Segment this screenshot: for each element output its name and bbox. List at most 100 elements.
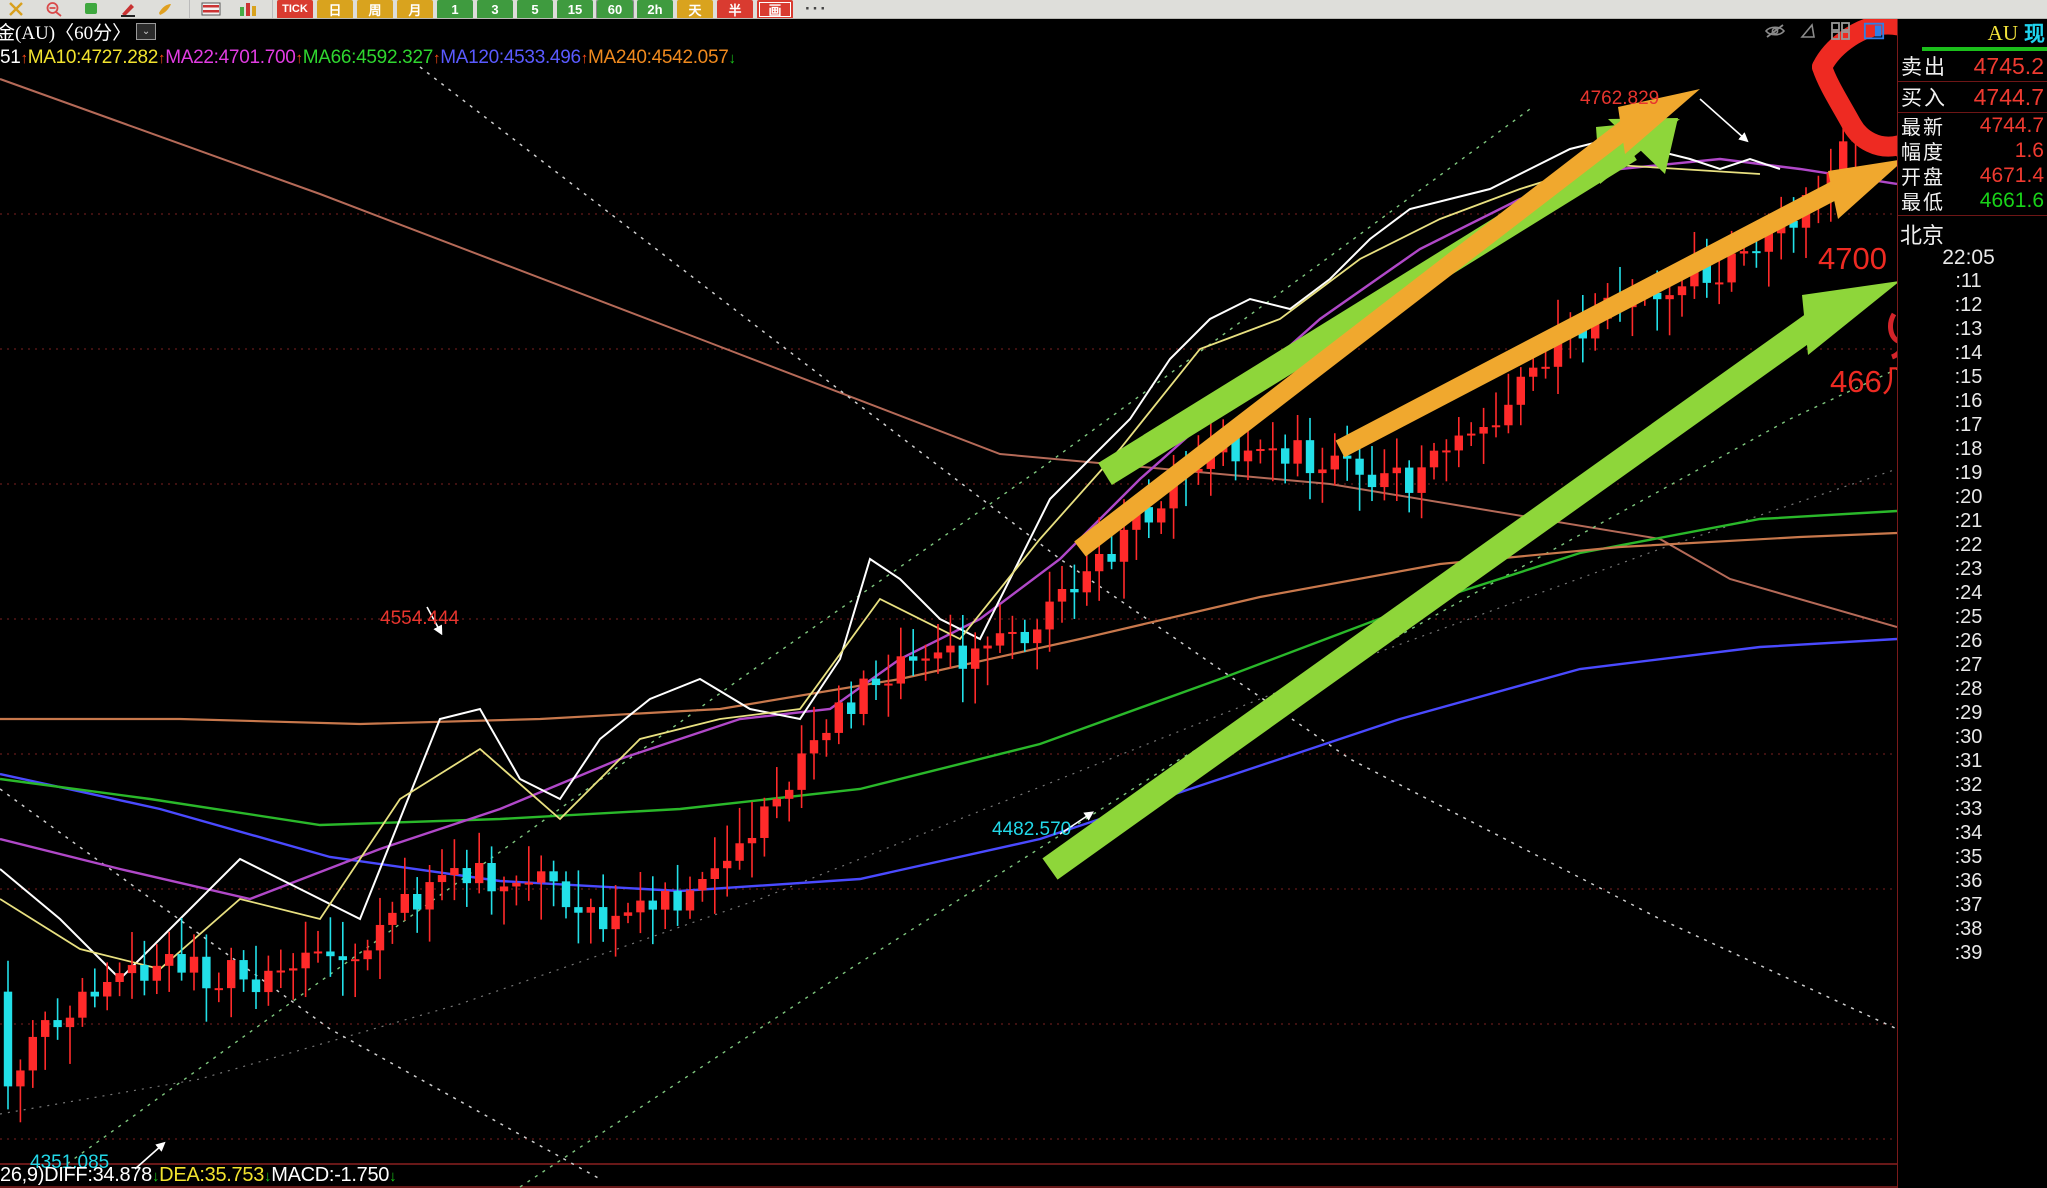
candle-body [301, 952, 310, 969]
ask-label: 卖出 [1901, 55, 1947, 79]
period-week-button[interactable]: 周 [357, 0, 393, 18]
time-tick: :20 [1954, 486, 1983, 508]
candle-body [648, 900, 657, 910]
candle-body [1677, 286, 1687, 296]
brush-icon[interactable] [148, 0, 182, 18]
candle-body [1268, 448, 1277, 451]
candle-body [1380, 473, 1389, 488]
period-2h-button[interactable]: 2h [637, 0, 673, 18]
candle-body [103, 981, 112, 997]
candle-body [189, 956, 199, 973]
symbol-code: AU [1987, 20, 2018, 45]
candle-body [388, 912, 397, 925]
open-value: 4671.4 [1979, 163, 2044, 187]
candle-body [239, 960, 248, 980]
ma240-value: 4542.057 [651, 47, 729, 68]
timezone-label: 北京 [1900, 223, 1945, 248]
ask-value: 4745.2 [1973, 52, 2044, 79]
period-daysession-button[interactable]: 天 [677, 0, 713, 18]
candle-body [1281, 448, 1290, 464]
annotation-466: 466几 [1830, 364, 1897, 399]
period-5m-button[interactable]: 5 [517, 0, 553, 18]
period-month-button[interactable]: 月 [397, 0, 433, 18]
split-layout-icon[interactable] [1863, 21, 1885, 41]
candle-body [375, 924, 385, 951]
candle-body [1082, 571, 1091, 593]
eye-hidden-icon[interactable] [1764, 21, 1786, 41]
candle-body [971, 648, 980, 669]
diff-label: DIFF: [44, 1164, 93, 1186]
time-tick: :11 [1955, 270, 1982, 292]
quote-symbol-header[interactable]: AU 现 [1898, 19, 2047, 47]
candle-body [1727, 253, 1736, 283]
candle-body [747, 837, 757, 844]
period-1m-button[interactable]: 1 [437, 0, 473, 18]
time-tick: :35 [1954, 846, 1983, 868]
ma10-label: MA10: [27, 47, 82, 68]
time-tick: :15 [1954, 366, 1983, 388]
candle-body [1305, 440, 1315, 474]
candle-body [1529, 367, 1538, 377]
time-tick: :28 [1954, 678, 1983, 700]
draw-tools-button[interactable]: 画 [757, 0, 793, 18]
time-tick: :17 [1954, 414, 1983, 436]
candle-body [1653, 292, 1662, 300]
time-tick: :29 [1954, 702, 1983, 724]
candle-body [1318, 469, 1327, 474]
pencil-edit-icon[interactable] [1797, 21, 1819, 41]
period-tick-button[interactable]: TICK [277, 0, 313, 18]
change-label: 幅度 [1901, 142, 1945, 164]
candle-body [636, 900, 645, 913]
candle-body [1033, 629, 1042, 644]
period-60m-button[interactable]: 60 [596, 0, 634, 18]
candle-body [1504, 404, 1513, 426]
red-handdrawn-squiggle [1888, 312, 1897, 360]
candle-body [462, 868, 471, 884]
cursor-icon[interactable] [0, 0, 34, 18]
bar-chart-icon[interactable] [231, 0, 265, 18]
candle-body [1839, 141, 1848, 173]
candle-body [1293, 440, 1302, 464]
candle-body [1789, 220, 1798, 228]
highlighter-icon[interactable] [74, 0, 108, 18]
toolbar-overflow-button[interactable]: ··· [805, 0, 828, 18]
period-day-button[interactable]: 日 [317, 0, 353, 18]
grid-four-icon[interactable] [1830, 21, 1852, 41]
candle-body [413, 893, 422, 910]
candle-body [326, 951, 335, 957]
period-half-button[interactable]: 半 [717, 0, 753, 18]
candle-body [1095, 553, 1104, 572]
toolbar-divider [189, 0, 190, 18]
time-tick: :39 [1954, 942, 1983, 964]
annotation-4700: 4700 [1818, 241, 1887, 276]
candle-body [995, 633, 1005, 646]
candle-body [78, 991, 87, 1018]
candle-body [921, 658, 930, 661]
symbol-dropdown-button[interactable]: ⌄ [136, 22, 157, 40]
candle-body [933, 652, 943, 659]
zoom-out-icon[interactable] [37, 0, 71, 18]
orange-arrow-upper [1074, 89, 1700, 557]
bid-row[interactable]: 买入 4744.7 [1898, 82, 2047, 113]
ask-row[interactable]: 卖出 4745.2 [1898, 51, 2047, 82]
quote-rows: 卖出 4745.2 买入 4744.7 最新 4744.7 幅度 1.6 开盘 … [1898, 51, 2047, 216]
time-tick: :18 [1954, 438, 1983, 460]
candle-body [1665, 295, 1674, 300]
candle-body [537, 871, 546, 883]
toolbar-divider-2 [272, 0, 273, 18]
open-row: 开盘 4671.4 [1898, 163, 2047, 190]
price-chart-panel[interactable]: 金(AU)〈60分〉 ⌄ 51↑MA10:4727.282↑MA22:4701.… [0, 19, 1897, 1188]
candle-body [1516, 376, 1525, 405]
time-tick: :25 [1954, 606, 1983, 628]
grid-layout-icon[interactable] [194, 0, 228, 18]
candle-body [1020, 631, 1029, 644]
pencil-icon[interactable] [111, 0, 145, 18]
candle-body [785, 789, 794, 799]
period-15m-button[interactable]: 15 [557, 0, 593, 18]
candle-body [859, 678, 868, 714]
change-value: 1.6 [2014, 138, 2044, 162]
period-3m-button[interactable]: 3 [477, 0, 513, 18]
candle-body [1206, 452, 1215, 469]
candle-body [1553, 334, 1563, 367]
candle-body [661, 890, 670, 910]
